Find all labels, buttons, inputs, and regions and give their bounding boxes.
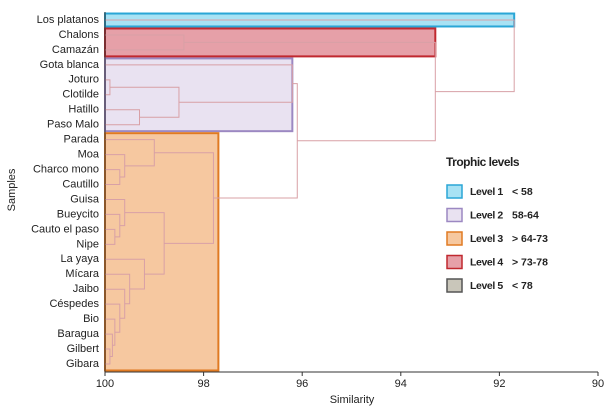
legend-label: Level 3	[470, 233, 503, 245]
dendrogram-link	[105, 19, 515, 93]
level-box	[104, 132, 220, 372]
y-tick-label: Charco mono	[33, 163, 99, 175]
y-tick-label: Cauto el paso	[31, 223, 99, 235]
legend-label: Level 4	[470, 256, 503, 268]
legend-range: < 78	[512, 280, 533, 292]
y-tick-label: Guisa	[70, 193, 100, 205]
y-tick-label: Gota blanca	[40, 59, 100, 71]
legend-label: Level 5	[470, 280, 503, 292]
y-tick-label: Camazán	[52, 44, 99, 56]
legend-range: > 73-78	[512, 256, 548, 268]
legend-label: Level 1	[470, 186, 503, 198]
legend-range: < 58	[512, 186, 533, 198]
y-tick-label: Los platanos	[37, 14, 100, 26]
legend-swatch	[446, 184, 463, 199]
y-tick-label: Joturo	[68, 74, 99, 86]
y-tick-label: Bio	[83, 313, 99, 325]
y-axis-label: Samples	[6, 168, 18, 211]
y-tick-label: Clotilde	[62, 89, 99, 101]
x-tick-label: 100	[96, 378, 114, 390]
x-tick-label: 94	[395, 378, 407, 390]
y-tick-label: Chalons	[59, 29, 100, 41]
level-box	[104, 57, 294, 133]
legend-range: > 64-73	[512, 233, 548, 245]
legend-range: 58-64	[512, 209, 539, 221]
legend-swatch	[446, 231, 463, 246]
x-axis-label: Similarity	[330, 394, 375, 406]
x-tick-label: 98	[197, 378, 209, 390]
legend-swatch	[446, 278, 463, 293]
y-tick-label: Parada	[64, 134, 100, 146]
x-tick-label: 96	[296, 378, 308, 390]
legend-title: Trophic levels	[446, 155, 520, 169]
y-tick-label: Gibara	[66, 358, 100, 370]
y-tick-label: Nipe	[76, 238, 99, 250]
y-tick-label: Cautillo	[62, 178, 99, 190]
y-tick-label: Céspedes	[49, 298, 99, 310]
y-tick-label: Moa	[78, 149, 100, 161]
y-tick-label: Hatillo	[68, 104, 99, 116]
y-tick-label: Jaibo	[73, 283, 99, 295]
legend-swatch	[446, 254, 463, 270]
y-tick-label: Gilbert	[67, 343, 99, 355]
x-tick-label: 90	[592, 378, 604, 390]
y-tick-label: Paso Malo	[47, 119, 99, 131]
y-tick-label: La yaya	[60, 253, 99, 265]
legend-label: Level 2	[470, 209, 503, 221]
y-tick-label: Bueycito	[57, 208, 99, 220]
y-tick-label: Baragua	[57, 328, 99, 340]
x-tick-label: 92	[493, 378, 505, 390]
y-tick-label: Mícara	[65, 268, 100, 280]
legend-swatch	[446, 207, 463, 223]
